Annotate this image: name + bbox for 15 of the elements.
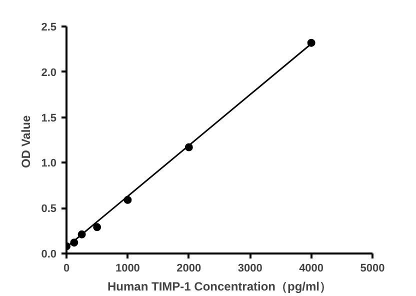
point <box>93 223 102 232</box>
y-tick-label: 2.0 <box>41 66 57 79</box>
x-tick-label: 3000 <box>238 262 262 274</box>
y-tick-label: 0.0 <box>41 248 57 260</box>
x-tick-label: 2000 <box>176 262 202 274</box>
y-tick-label: 1.0 <box>41 158 57 170</box>
x-tick-label: 5000 <box>360 262 385 274</box>
y-tick-label: 0.5 <box>41 203 57 216</box>
y-tick-label: 1.5 <box>41 112 57 124</box>
y-axis-title: OD Value <box>19 114 34 168</box>
x-axis-title: Human TIMP-1 Concentration（pg/ml） <box>108 280 332 294</box>
y-tick-label: 2.5 <box>41 22 57 34</box>
x-tick-label: 4000 <box>299 262 324 274</box>
x-tick-label: 0 <box>63 262 70 274</box>
x-tick-label: 1000 <box>115 262 140 274</box>
